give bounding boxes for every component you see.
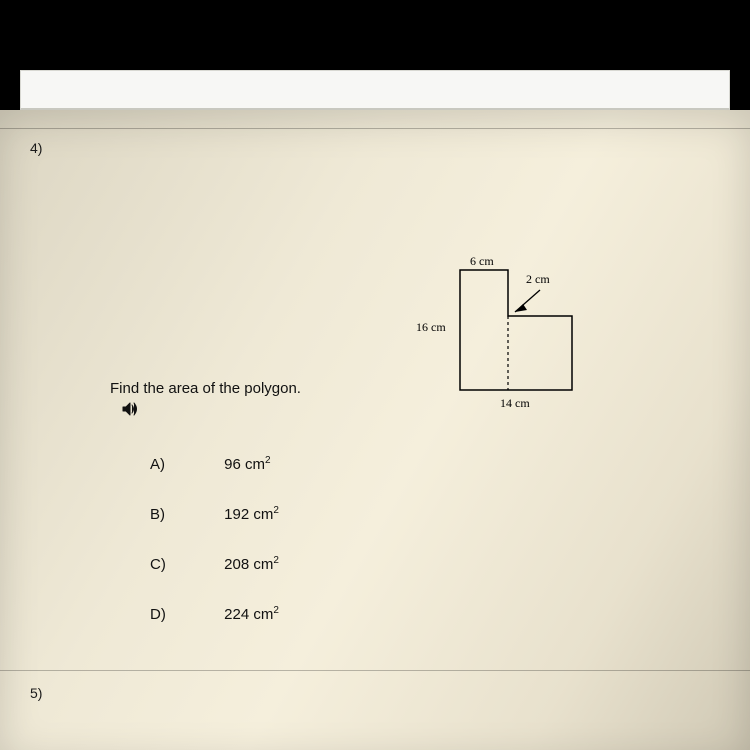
- choice-text-d: 224 cm2: [224, 606, 279, 623]
- choice-letter-c: C): [150, 556, 220, 573]
- choice-letter-a: A): [150, 456, 220, 473]
- question-number-4: 4): [30, 140, 42, 156]
- choice-letter-d: D): [150, 606, 220, 623]
- screen-partial-strip: [20, 70, 730, 110]
- choice-letter-b: B): [150, 506, 220, 523]
- divider-bottom: [0, 670, 750, 671]
- dim-label-top: 6 cm: [470, 254, 494, 269]
- worksheet-paper: 4) 6 cm 2 cm 16 cm 14 cm Find the area o…: [0, 110, 750, 750]
- choice-c[interactable]: C) 208 cm2: [150, 555, 279, 573]
- dim-label-bottom: 14 cm: [500, 396, 530, 411]
- choice-a[interactable]: A) 96 cm2: [150, 455, 271, 473]
- choice-d[interactable]: D) 224 cm2: [150, 605, 279, 623]
- choice-text-b: 192 cm2: [224, 506, 279, 523]
- divider-top: [0, 128, 750, 129]
- dim-label-left: 16 cm: [416, 320, 446, 335]
- question-number-5: 5): [30, 685, 42, 701]
- photo-frame: 4) 6 cm 2 cm 16 cm 14 cm Find the area o…: [0, 0, 750, 750]
- choice-b[interactable]: B) 192 cm2: [150, 505, 279, 523]
- choice-text-a: 96 cm2: [224, 456, 270, 473]
- question-lead-in: Find the area of the polygon.: [110, 380, 301, 397]
- choice-text-c: 208 cm2: [224, 556, 279, 573]
- dim-label-right-top: 2 cm: [526, 272, 550, 287]
- polygon-diagram: 6 cm 2 cm 16 cm 14 cm: [400, 260, 640, 420]
- audio-icon[interactable]: [122, 402, 140, 421]
